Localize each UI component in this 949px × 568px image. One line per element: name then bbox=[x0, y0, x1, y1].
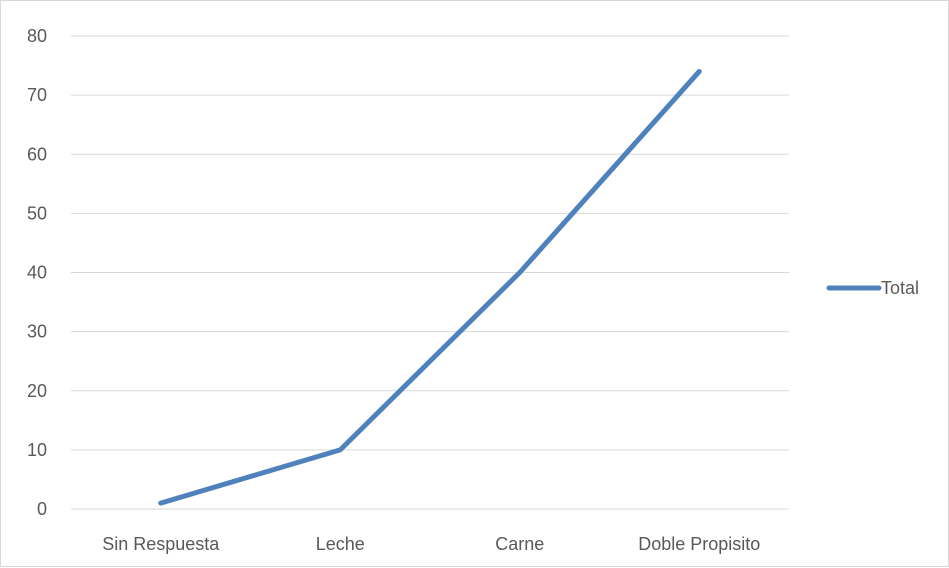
x-tick-label: Leche bbox=[316, 534, 365, 554]
y-tick-label: 40 bbox=[27, 263, 47, 283]
y-tick-label: 20 bbox=[27, 381, 47, 401]
legend: Total bbox=[826, 278, 919, 298]
gridlines bbox=[71, 35, 789, 510]
y-tick-label: 60 bbox=[27, 144, 47, 164]
series-line-0 bbox=[158, 68, 702, 506]
y-tick-label: 10 bbox=[27, 440, 47, 460]
y-tick-label: 30 bbox=[27, 322, 47, 342]
series-lines bbox=[158, 68, 702, 506]
y-tick-label: 70 bbox=[27, 85, 47, 105]
y-axis-tick-labels: 0 10 20 30 40 50 60 70 80 bbox=[27, 26, 47, 519]
x-axis-tick-labels: Sin Respuesta Leche Carne Doble Propisito bbox=[102, 534, 760, 554]
x-tick-label: Doble Propisito bbox=[638, 534, 760, 554]
x-tick-label: Sin Respuesta bbox=[102, 534, 220, 554]
x-tick-label: Carne bbox=[495, 534, 544, 554]
legend-label: Total bbox=[881, 278, 919, 298]
y-tick-label: 50 bbox=[27, 203, 47, 223]
y-tick-label: 0 bbox=[37, 499, 47, 519]
y-tick-label: 80 bbox=[27, 26, 47, 46]
